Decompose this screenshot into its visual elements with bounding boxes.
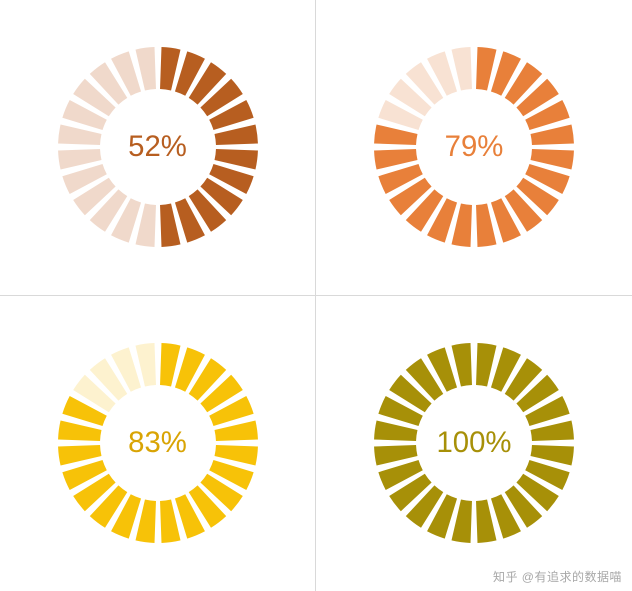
gauge-cell-3: 100% <box>316 296 632 591</box>
gauge-label-3: 100% <box>436 426 511 460</box>
gauge-label-1: 79% <box>445 130 504 164</box>
gauge-cell-1: 79% <box>316 0 632 296</box>
gauge-label-0: 52% <box>128 130 187 164</box>
gauge-label-2: 83% <box>128 426 187 460</box>
gauge-cell-2: 83% <box>0 296 316 591</box>
watermark: 知乎 @有追求的数据喵 <box>493 568 622 585</box>
gauge-cell-0: 52% <box>0 0 316 296</box>
gauge-grid: 52% 79% 83% 100% <box>0 0 632 591</box>
